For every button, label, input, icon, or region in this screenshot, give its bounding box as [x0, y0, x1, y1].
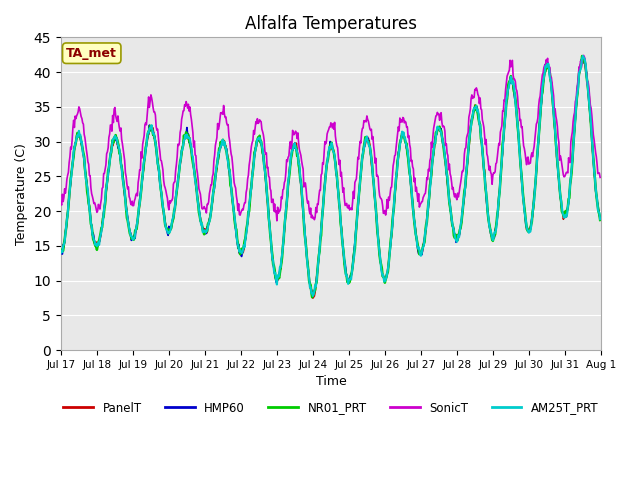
Title: Alfalfa Temperatures: Alfalfa Temperatures	[245, 15, 417, 33]
Y-axis label: Temperature (C): Temperature (C)	[15, 143, 28, 245]
Text: TA_met: TA_met	[67, 47, 117, 60]
Legend: PanelT, HMP60, NR01_PRT, SonicT, AM25T_PRT: PanelT, HMP60, NR01_PRT, SonicT, AM25T_P…	[59, 397, 603, 419]
X-axis label: Time: Time	[316, 375, 346, 388]
